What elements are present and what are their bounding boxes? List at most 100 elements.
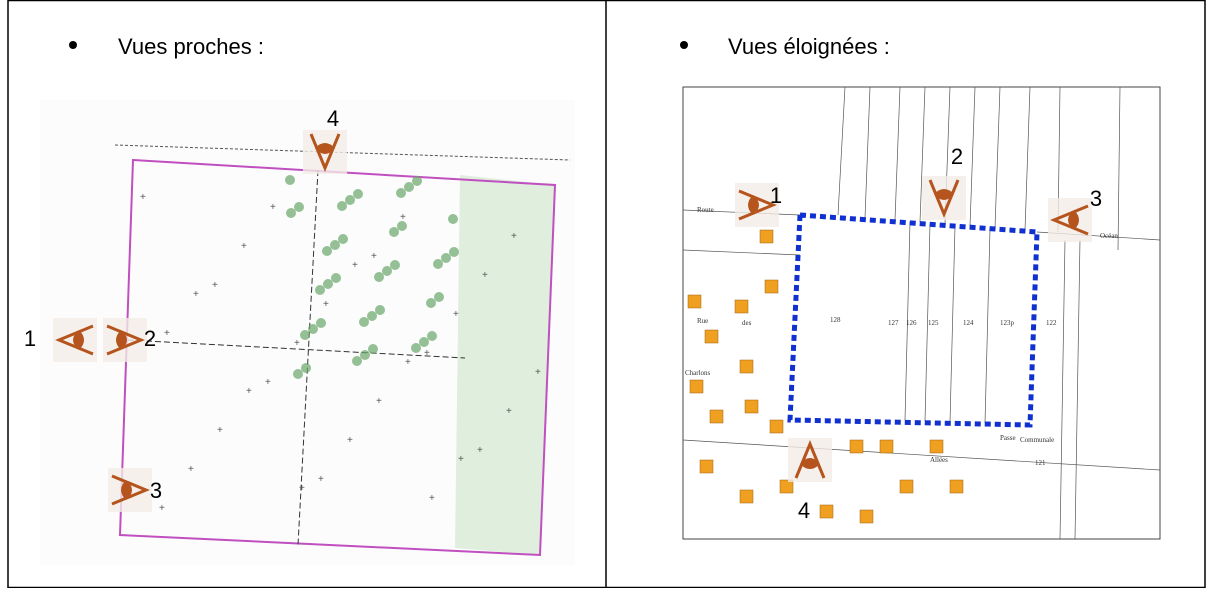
tree (359, 317, 369, 327)
tree (323, 279, 333, 289)
grid-cross: + (424, 348, 430, 359)
tree (352, 356, 362, 366)
site-boundary (787, 212, 1040, 428)
view-label: 2 (951, 144, 963, 169)
tree (449, 247, 459, 257)
map-text: 128 (830, 316, 841, 324)
house (699, 459, 714, 474)
tree (434, 292, 444, 302)
house (849, 439, 864, 454)
tree (396, 188, 406, 198)
tree (433, 259, 443, 269)
tree (285, 175, 295, 185)
view-label: 1 (770, 183, 782, 208)
eye-icon (788, 438, 832, 482)
view-label: 1 (24, 326, 36, 351)
map-text: 126 (906, 319, 917, 327)
parcel-line (1024, 86, 1031, 231)
tree (315, 285, 325, 295)
tree (448, 214, 458, 224)
map-text: Rue (697, 317, 708, 325)
grid-cross: + (188, 464, 194, 475)
tree (382, 266, 392, 276)
grid-cross: + (429, 493, 435, 504)
view-label: 2 (144, 326, 156, 351)
tree (412, 176, 422, 186)
eye-cone (309, 133, 341, 172)
grid-cross: + (299, 483, 305, 494)
house (704, 329, 719, 344)
eye-icon (103, 318, 147, 362)
grid-cross: + (318, 474, 324, 485)
parcel-line (682, 249, 801, 256)
house (687, 294, 702, 309)
parcel-line (984, 228, 991, 424)
eye-lid (315, 143, 335, 154)
grid-cross: + (400, 212, 406, 223)
grid-cross: + (294, 338, 300, 349)
parcel-line (1059, 239, 1066, 540)
eye-cone (794, 440, 826, 479)
tree (308, 324, 318, 334)
grid-cross: + (323, 299, 329, 310)
grid-cross: + (241, 241, 247, 252)
tree (330, 240, 340, 250)
house (949, 479, 964, 494)
eye-lid (1068, 210, 1079, 230)
parcel-line (837, 86, 846, 216)
grid-cross: + (477, 445, 483, 456)
grid-cross: + (453, 309, 459, 320)
house (709, 409, 724, 424)
map-text: des (742, 319, 752, 327)
house (759, 229, 774, 244)
house (879, 439, 894, 454)
tree (441, 253, 451, 263)
house (929, 439, 944, 454)
view-label: 3 (150, 478, 162, 503)
grid-cross: + (511, 231, 517, 242)
house (859, 509, 874, 524)
map-text: 121 (1035, 459, 1046, 467)
tree (367, 311, 377, 321)
grid-cross: + (376, 396, 382, 407)
map-text: Communale (1020, 436, 1054, 444)
grid-cross: + (265, 377, 271, 388)
house (819, 504, 834, 519)
map-text: 122 (1046, 319, 1057, 327)
map-text: 124 (963, 319, 974, 327)
eye-lid (934, 189, 954, 200)
eye-icon (53, 318, 97, 362)
grid-cross: + (405, 357, 411, 368)
tree (316, 318, 326, 328)
tree (337, 201, 347, 211)
eye-cone (106, 324, 145, 356)
view-label: 3 (1090, 186, 1102, 211)
tree (345, 195, 355, 205)
grid-cross: + (217, 425, 223, 436)
parcel-line (682, 439, 1161, 471)
map-text: Océan (1100, 232, 1118, 240)
grid-cross: + (193, 289, 199, 300)
tree (338, 234, 348, 244)
grid-cross: + (159, 503, 165, 514)
tree (360, 350, 370, 360)
tree (293, 369, 303, 379)
vegetation (455, 175, 555, 555)
map-frame (682, 86, 1161, 540)
eye-lid (121, 480, 132, 500)
tree (331, 273, 341, 283)
map-text: 123p (1000, 319, 1015, 327)
grid-cross: + (246, 386, 252, 397)
parcel-line (994, 86, 1001, 229)
parcel-line (919, 86, 926, 223)
tree (419, 337, 429, 347)
house (689, 379, 704, 394)
map-text: Passe (1000, 434, 1016, 442)
tree (375, 305, 385, 315)
map-text: Allées (930, 456, 948, 464)
eye-icon (922, 176, 966, 220)
parcel-line (969, 86, 976, 227)
tree (353, 189, 363, 199)
tree (301, 363, 311, 373)
